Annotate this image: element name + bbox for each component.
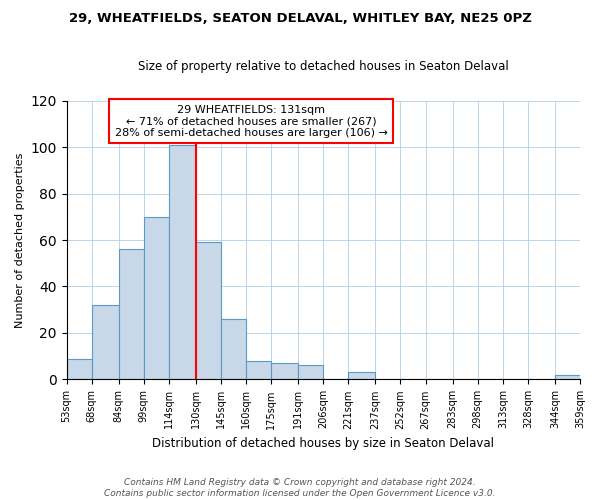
Bar [221,319,246,380]
Y-axis label: Number of detached properties: Number of detached properties [15,152,25,328]
Bar [271,363,298,380]
Text: 29, WHEATFIELDS, SEATON DELAVAL, WHITLEY BAY, NE25 0PZ: 29, WHEATFIELDS, SEATON DELAVAL, WHITLEY… [68,12,532,26]
X-axis label: Distribution of detached houses by size in Seaton Delaval: Distribution of detached houses by size … [152,437,494,450]
Bar [144,217,169,380]
Bar [196,242,221,380]
Bar [246,361,271,380]
Text: 29 WHEATFIELDS: 131sqm
← 71% of detached houses are smaller (267)
28% of semi-de: 29 WHEATFIELDS: 131sqm ← 71% of detached… [115,104,388,138]
Bar [349,372,376,380]
Bar [92,305,119,380]
Bar [169,144,196,380]
Bar [298,366,323,380]
Bar [555,375,580,380]
Title: Size of property relative to detached houses in Seaton Delaval: Size of property relative to detached ho… [138,60,509,73]
Bar [67,358,92,380]
Text: Contains HM Land Registry data © Crown copyright and database right 2024.
Contai: Contains HM Land Registry data © Crown c… [104,478,496,498]
Bar [119,250,144,380]
